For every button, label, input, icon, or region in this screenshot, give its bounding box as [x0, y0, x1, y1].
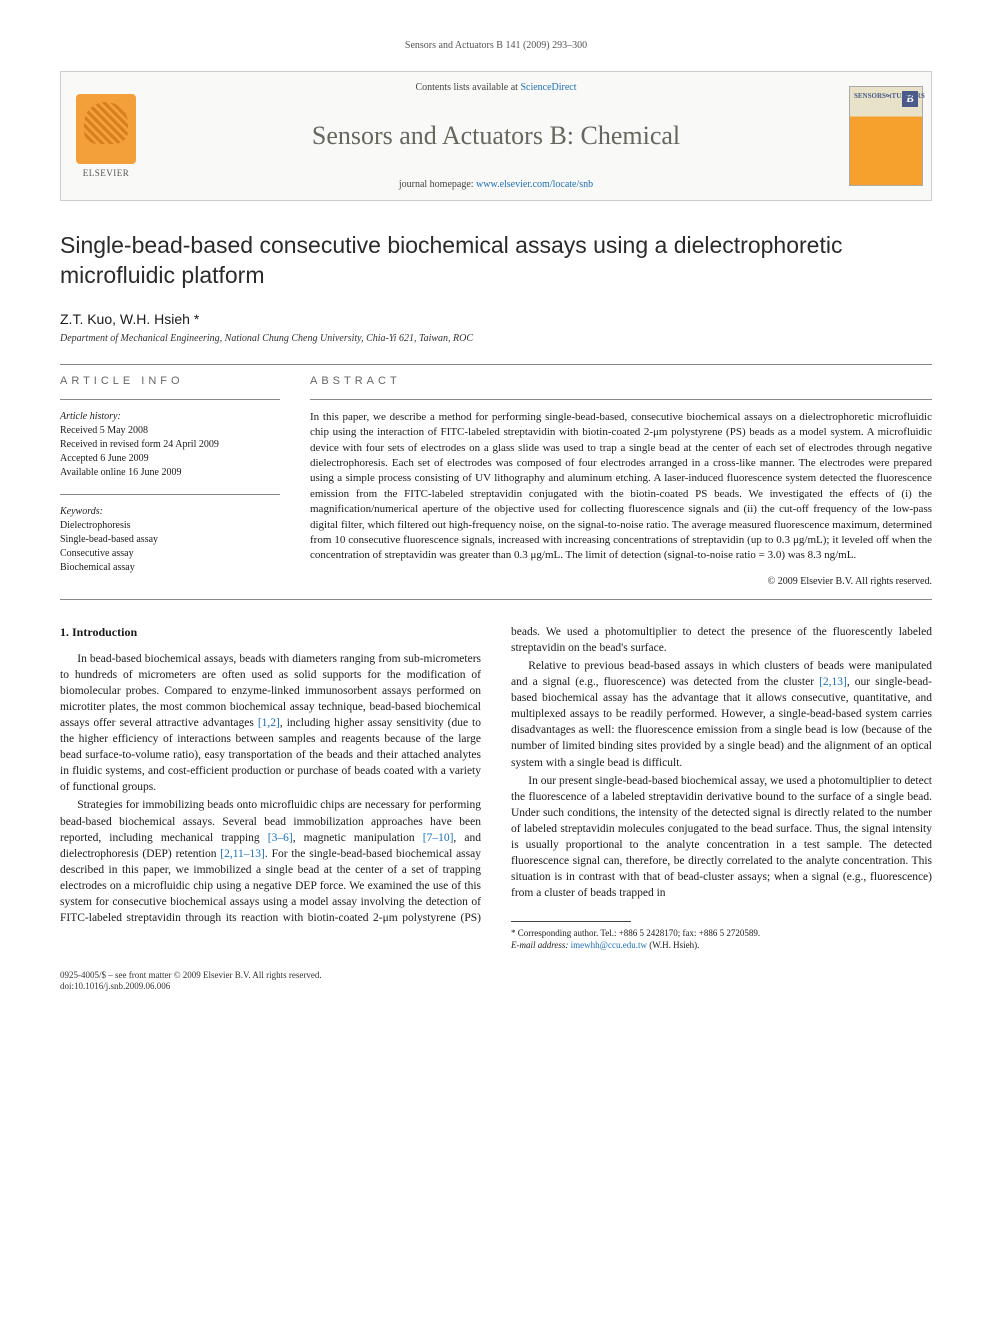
keyword: Consecutive assay: [60, 547, 280, 561]
footer-issn: 0925-4005/$ – see front matter © 2009 El…: [60, 970, 932, 982]
journal-title: Sensors and Actuators B: Chemical: [312, 121, 680, 151]
history-item: Received in revised form 24 April 2009: [60, 438, 280, 452]
keyword: Biochemical assay: [60, 561, 280, 575]
paragraph: In our present single-bead-based biochem…: [511, 773, 932, 902]
sciencedirect-link[interactable]: ScienceDirect: [520, 82, 576, 93]
section-heading: 1. Introduction: [60, 624, 481, 641]
history-item: Available online 16 June 2009: [60, 466, 280, 480]
article-history: Article history: Received 5 May 2008 Rec…: [60, 410, 280, 480]
cover-image: B: [849, 86, 923, 186]
divider: [60, 399, 280, 400]
page: Sensors and Actuators B 141 (2009) 293–3…: [0, 0, 992, 1033]
divider: [60, 364, 932, 365]
corresponding-author-note: * Corresponding author. Tel.: +886 5 242…: [511, 928, 932, 951]
homepage-link[interactable]: www.elsevier.com/locate/snb: [476, 179, 593, 190]
corr-author: * Corresponding author. Tel.: +886 5 242…: [511, 928, 932, 940]
contents-available: Contents lists available at ScienceDirec…: [415, 82, 576, 93]
divider: [60, 599, 932, 600]
article-info: ARTICLE INFO Article history: Received 5…: [60, 375, 280, 589]
citation-link[interactable]: [2,13]: [819, 676, 847, 688]
keywords-header: Keywords:: [60, 505, 280, 519]
paragraph: In bead-based biochemical assays, beads …: [60, 651, 481, 796]
publisher-logo: ELSEVIER: [61, 72, 151, 200]
history-item: Accepted 6 June 2009: [60, 452, 280, 466]
journal-homepage: journal homepage: www.elsevier.com/locat…: [399, 179, 593, 190]
divider: [310, 399, 932, 400]
publisher-name: ELSEVIER: [83, 168, 130, 178]
citation-link[interactable]: [3–6]: [268, 832, 293, 844]
keywords: Keywords: Dielectrophoresis Single-bead-…: [60, 505, 280, 575]
citation-link[interactable]: [7–10]: [423, 832, 454, 844]
info-label: ARTICLE INFO: [60, 375, 280, 387]
abstract-label: ABSTRACT: [310, 375, 932, 387]
divider: [60, 494, 280, 495]
keyword: Single-bead-based assay: [60, 533, 280, 547]
history-header: Article history:: [60, 410, 280, 424]
email-tail: (W.H. Hsieh).: [647, 940, 699, 950]
footnote-separator: [511, 921, 631, 922]
running-header: Sensors and Actuators B 141 (2009) 293–3…: [60, 40, 932, 51]
email-link[interactable]: imewhh@ccu.edu.tw: [571, 940, 647, 950]
homepage-prefix: journal homepage:: [399, 179, 476, 190]
elsevier-tree-icon: [76, 94, 136, 164]
info-abstract-row: ARTICLE INFO Article history: Received 5…: [60, 375, 932, 589]
corr-email-line: E-mail address: imewhh@ccu.edu.tw (W.H. …: [511, 940, 932, 952]
cover-badge: B: [902, 91, 918, 107]
article-title: Single-bead-based consecutive biochemica…: [60, 231, 932, 291]
body-text: 1. Introduction In bead-based biochemica…: [60, 624, 932, 952]
email-label: E-mail address:: [511, 940, 571, 950]
page-footer: 0925-4005/$ – see front matter © 2009 El…: [60, 970, 932, 993]
journal-cover: B: [841, 72, 931, 200]
abstract-text: In this paper, we describe a method for …: [310, 410, 932, 564]
keyword: Dielectrophoresis: [60, 519, 280, 533]
journal-banner: ELSEVIER Contents lists available at Sci…: [60, 71, 932, 201]
authors: Z.T. Kuo, W.H. Hsieh *: [60, 311, 932, 327]
paragraph: Relative to previous bead-based assays i…: [511, 658, 932, 771]
affiliation: Department of Mechanical Engineering, Na…: [60, 333, 932, 344]
abstract: ABSTRACT In this paper, we describe a me…: [310, 375, 932, 589]
footer-doi: doi:10.1016/j.snb.2009.06.006: [60, 981, 932, 993]
abstract-copyright: © 2009 Elsevier B.V. All rights reserved…: [310, 576, 932, 587]
citation-link[interactable]: [1,2]: [258, 717, 280, 729]
history-item: Received 5 May 2008: [60, 424, 280, 438]
citation-link[interactable]: [2,11–13]: [220, 848, 265, 860]
contents-prefix: Contents lists available at: [415, 82, 520, 93]
banner-center: Contents lists available at ScienceDirec…: [151, 72, 841, 200]
